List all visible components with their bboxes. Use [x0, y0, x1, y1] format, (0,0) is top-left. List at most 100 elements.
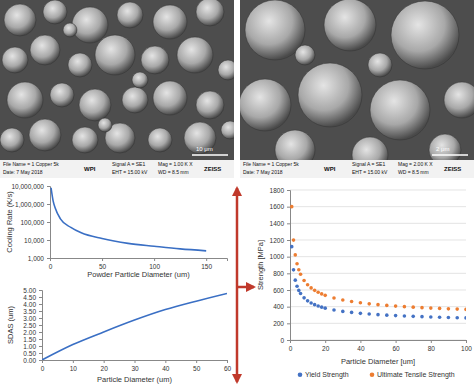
info-text: WD = 8.5 mm — [158, 169, 189, 175]
powder-particle — [30, 35, 60, 65]
x-tick-label: 20 — [322, 345, 330, 352]
y-tick-label: 800 — [273, 270, 284, 277]
x-axis-title: Particle Diameter (um) — [97, 375, 173, 384]
y-tick-mark — [287, 290, 290, 291]
x-tick: 100 — [461, 340, 472, 352]
info-text: WPI — [84, 166, 96, 172]
data-point — [299, 272, 303, 276]
y-tick-label: 0.50 — [23, 350, 36, 357]
data-point — [464, 316, 466, 320]
info-bar — [240, 160, 474, 178]
info-text: Mag = 2.00 K X — [398, 161, 433, 167]
y-tick-mark — [39, 318, 42, 319]
data-point — [429, 315, 433, 319]
data-point — [447, 316, 451, 320]
y-tick: 0 — [280, 337, 290, 344]
data-point — [350, 311, 354, 315]
y-tick-label: 1.00 — [23, 343, 36, 350]
x-tick: 30 — [131, 360, 139, 372]
x-tick: 50 — [99, 258, 107, 270]
y-tick-mark — [39, 311, 42, 312]
data-point — [332, 296, 336, 300]
powder-particle — [391, 1, 459, 69]
data-point — [316, 304, 320, 308]
x-tick-mark — [135, 360, 136, 363]
powder-particle — [324, 0, 376, 51]
arrow — [237, 286, 254, 289]
powder-particle — [298, 63, 362, 127]
data-point — [455, 307, 459, 311]
arrow — [236, 188, 239, 382]
grid-line — [290, 190, 466, 191]
y-tick-mark — [47, 222, 50, 223]
y-tick-label: 4.50 — [23, 294, 36, 301]
data-point — [290, 205, 294, 209]
x-tick-label: 30 — [131, 365, 139, 372]
data-point — [316, 290, 320, 294]
data-point — [420, 315, 424, 319]
y-tick-label: 600 — [273, 287, 284, 294]
y-tick-mark — [39, 297, 42, 298]
data-point — [306, 299, 310, 303]
y-tick-mark — [287, 273, 290, 274]
powder-particle — [79, 89, 111, 121]
y-tick-mark — [39, 360, 42, 361]
y-tick-mark — [39, 325, 42, 326]
x-axis-title: Particle Diameter [um] — [341, 357, 415, 366]
sem-image — [0, 0, 234, 178]
y-tick: 3.50 — [23, 308, 42, 315]
data-point — [341, 298, 345, 302]
grid-line — [290, 206, 466, 207]
x-tick-mark — [360, 340, 361, 343]
data-point — [332, 308, 336, 312]
info-text: Signal A = SE1 — [352, 161, 385, 167]
y-tick: 1200 — [270, 237, 290, 244]
x-tick-mark — [154, 258, 155, 261]
grid-line — [290, 323, 466, 324]
data-point — [403, 305, 407, 309]
grid-line — [290, 256, 466, 257]
y-tick-mark — [287, 223, 290, 224]
y-tick: 4.50 — [23, 294, 42, 301]
data-point — [447, 307, 451, 311]
x-tick: 60 — [392, 340, 400, 352]
data-point — [293, 253, 297, 257]
sem-image — [240, 0, 474, 178]
y-tick-label: 100,000 — [21, 219, 45, 226]
powder-particle — [444, 82, 474, 118]
y-tick: 0.50 — [23, 350, 42, 357]
data-point — [309, 301, 313, 305]
x-tick: 0 — [289, 340, 293, 352]
scale-bar — [192, 154, 228, 156]
chart: 0501001501,00010,000100,0001,000,00010,0… — [5, 183, 227, 279]
y-tick-label: 1200 — [270, 237, 285, 244]
data-point — [429, 306, 433, 310]
data-point — [295, 262, 299, 266]
y-tick-label: 200 — [273, 320, 284, 327]
info-text: ZEISS — [204, 166, 221, 172]
data-point — [302, 279, 306, 283]
powder-particle — [221, 121, 234, 139]
data-point — [438, 315, 442, 319]
y-tick-label: 2.50 — [23, 322, 36, 329]
x-tick-label: 40 — [162, 365, 170, 372]
data-line — [51, 188, 206, 251]
x-tick-label: 60 — [392, 345, 400, 352]
y-tick-label: 0.00 — [23, 357, 36, 364]
y-tick-mark — [39, 304, 42, 305]
data-point — [411, 305, 415, 309]
y-tick: 1.00 — [23, 343, 42, 350]
y-axis: 020040060080010001200140016001800 — [270, 187, 291, 344]
x-tick-mark — [165, 360, 166, 363]
y-tick-label: 10,000,000 — [11, 183, 44, 190]
info-text: EHT = 15.00 kV — [112, 169, 148, 175]
powder-particle — [63, 23, 77, 37]
powder-particle — [177, 37, 213, 73]
powder-particle — [98, 118, 112, 132]
x-tick-mark — [325, 340, 326, 343]
data-point — [295, 284, 299, 288]
powder-particle — [29, 119, 61, 151]
x-axis-line — [291, 341, 467, 344]
y-tick: 100,000 — [21, 219, 51, 226]
data-point — [297, 289, 301, 293]
